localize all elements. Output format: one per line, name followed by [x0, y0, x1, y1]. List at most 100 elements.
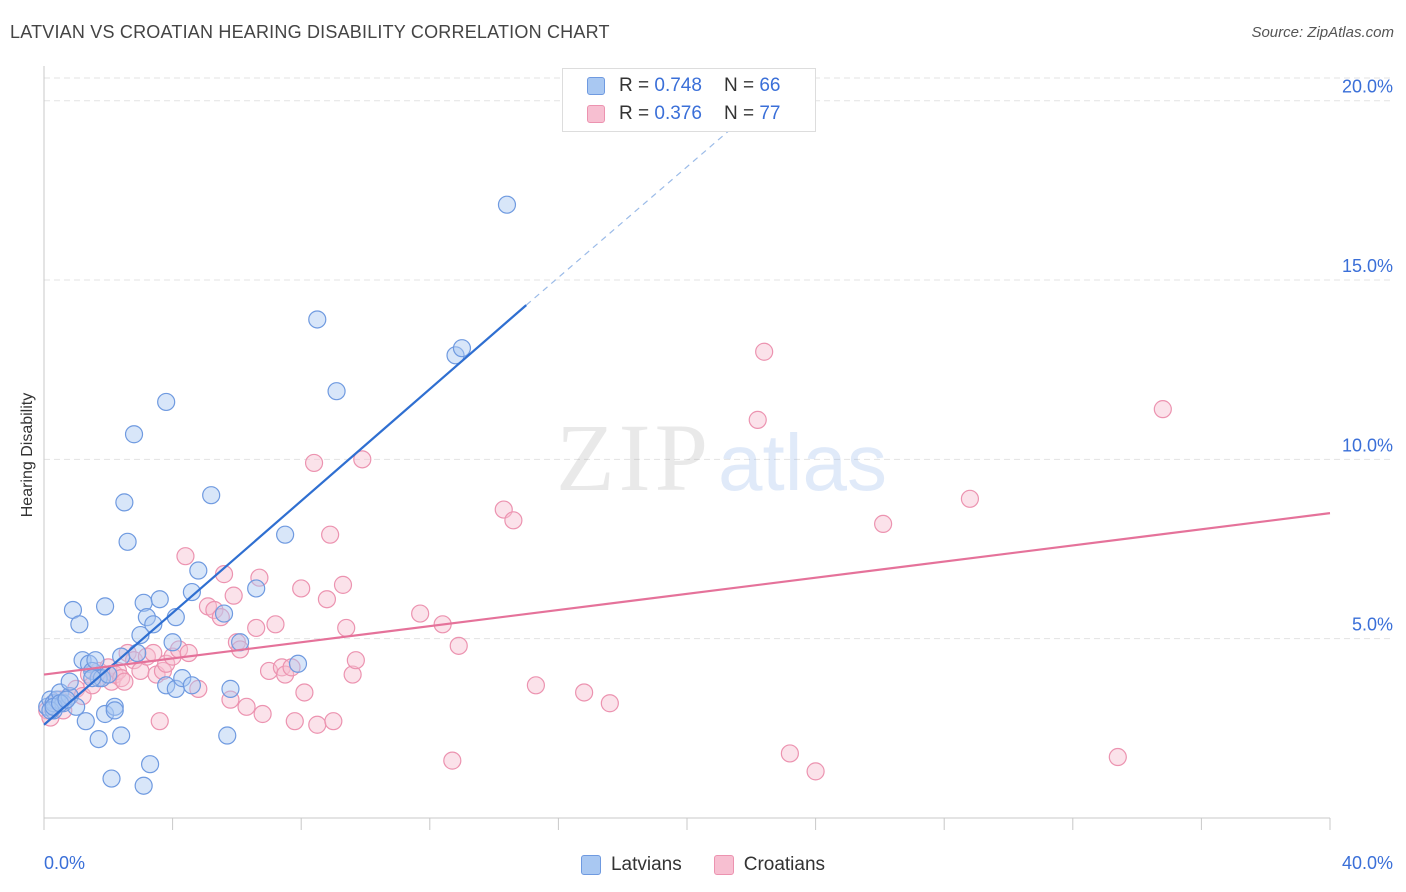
legend-swatch-croatians — [587, 105, 605, 123]
latvian-point — [202, 486, 221, 505]
latvian-point — [157, 676, 176, 695]
legend-n-label: N = — [723, 103, 755, 124]
latvian-point — [446, 346, 465, 365]
croatian-point — [600, 694, 619, 713]
croatian-point — [755, 342, 774, 361]
legend-r-value: 0.376 — [654, 103, 702, 124]
croatian-point — [221, 690, 240, 709]
legend-n-value: 66 — [759, 75, 781, 96]
croatian-point — [247, 618, 266, 638]
croatian-point — [806, 762, 825, 781]
croatian-point — [346, 651, 365, 670]
legend-label-croatians: Croatians — [743, 854, 826, 875]
croatian-point — [333, 575, 353, 594]
latvian-point — [115, 493, 134, 512]
latvian-point — [308, 310, 327, 329]
croatian-point — [748, 410, 767, 429]
croatian-point — [343, 665, 362, 684]
croatian-point — [575, 683, 594, 702]
latvian-point — [182, 582, 201, 602]
croatian-point — [411, 604, 430, 623]
y-tick-label: 20.0% — [1342, 77, 1393, 97]
source-label: Source: ZipAtlas.com — [1251, 24, 1394, 41]
legend-n-value: 77 — [759, 103, 781, 124]
trend-lines — [43, 110, 1331, 726]
latvian-point — [189, 561, 208, 580]
series-legend: Latvians Croatians — [0, 853, 1406, 877]
legend-row-croatians: R = 0.376 N = 77 — [587, 103, 780, 125]
legend-swatch-croatians — [713, 855, 734, 875]
latvian-point — [247, 579, 266, 598]
latvian-point — [105, 701, 124, 720]
croatian-point — [266, 615, 285, 634]
croatian-point — [337, 618, 356, 638]
gridlines — [44, 77, 1392, 640]
legend-r-label: R = — [619, 103, 650, 124]
y-tick-label: 5.0% — [1352, 615, 1393, 635]
croatian-point — [295, 683, 314, 702]
latvian-point — [214, 604, 234, 623]
croatian-point — [353, 450, 372, 469]
watermark-zip: ZIP — [556, 404, 712, 511]
tick-labels: 5.0% 10.0% 15.0% 20.0% 0.0% 40.0% — [44, 77, 1393, 873]
legend-r-value: 0.748 — [654, 75, 702, 96]
croatian-point — [211, 608, 230, 627]
latvian-point — [118, 532, 137, 551]
latvian-point — [140, 755, 160, 774]
latvian-point — [144, 615, 163, 634]
latvian-point — [218, 726, 237, 745]
latvian-point — [134, 776, 153, 795]
legend-n-label: N = — [723, 75, 755, 96]
legend-item-latvians[interactable]: Latvians — [580, 854, 682, 876]
croatian-point — [224, 586, 243, 605]
croatian-point — [292, 579, 311, 598]
latvians-trend-extension — [525, 110, 752, 306]
legend-swatch-latvians — [587, 77, 605, 95]
croatian-point — [179, 643, 198, 663]
latvian-point — [95, 704, 115, 724]
croatian-point — [115, 672, 134, 691]
croatian-point — [253, 704, 272, 724]
croatian-point — [504, 511, 523, 530]
legend-item-croatians[interactable]: Croatians — [713, 854, 826, 876]
latvian-point — [70, 615, 89, 634]
croatian-point — [304, 453, 324, 473]
croatian-point — [285, 712, 304, 731]
latvians-points — [38, 195, 517, 795]
croatian-point — [176, 547, 195, 566]
croatian-point — [205, 600, 224, 620]
latvian-point — [60, 672, 79, 691]
croatian-point — [324, 712, 343, 731]
croatian-point — [317, 590, 337, 609]
legend-label-latvians: Latvians — [610, 854, 682, 875]
latvian-point — [124, 425, 144, 444]
chart-title: LATVIAN VS CROATIAN HEARING DISABILITY C… — [10, 22, 610, 42]
latvian-point — [95, 597, 115, 616]
latvian-point — [182, 676, 201, 695]
croatian-point — [526, 676, 545, 695]
latvian-point — [221, 679, 240, 698]
croatian-point — [449, 636, 468, 655]
croatians-trend-line — [43, 512, 1331, 676]
croatian-point — [1108, 747, 1127, 767]
x-tick-label: 0.0% — [44, 853, 85, 873]
latvian-point — [497, 195, 517, 214]
latvian-point — [163, 633, 182, 652]
latvian-point — [128, 643, 147, 663]
latvian-point — [83, 669, 102, 688]
croatian-point — [321, 525, 340, 544]
croatian-point — [150, 712, 169, 731]
axes — [43, 66, 1331, 830]
latvian-point — [112, 726, 131, 745]
latvian-point — [276, 525, 295, 544]
latvian-point — [452, 339, 472, 358]
legend-r-label: R = — [619, 75, 650, 96]
croatian-point — [443, 751, 462, 770]
latvian-point — [76, 712, 95, 731]
latvian-point — [131, 625, 150, 645]
latvian-point — [102, 769, 121, 788]
latvian-point — [327, 382, 346, 401]
croatian-point — [1153, 400, 1172, 419]
watermark: ZIP atlas — [556, 404, 887, 511]
